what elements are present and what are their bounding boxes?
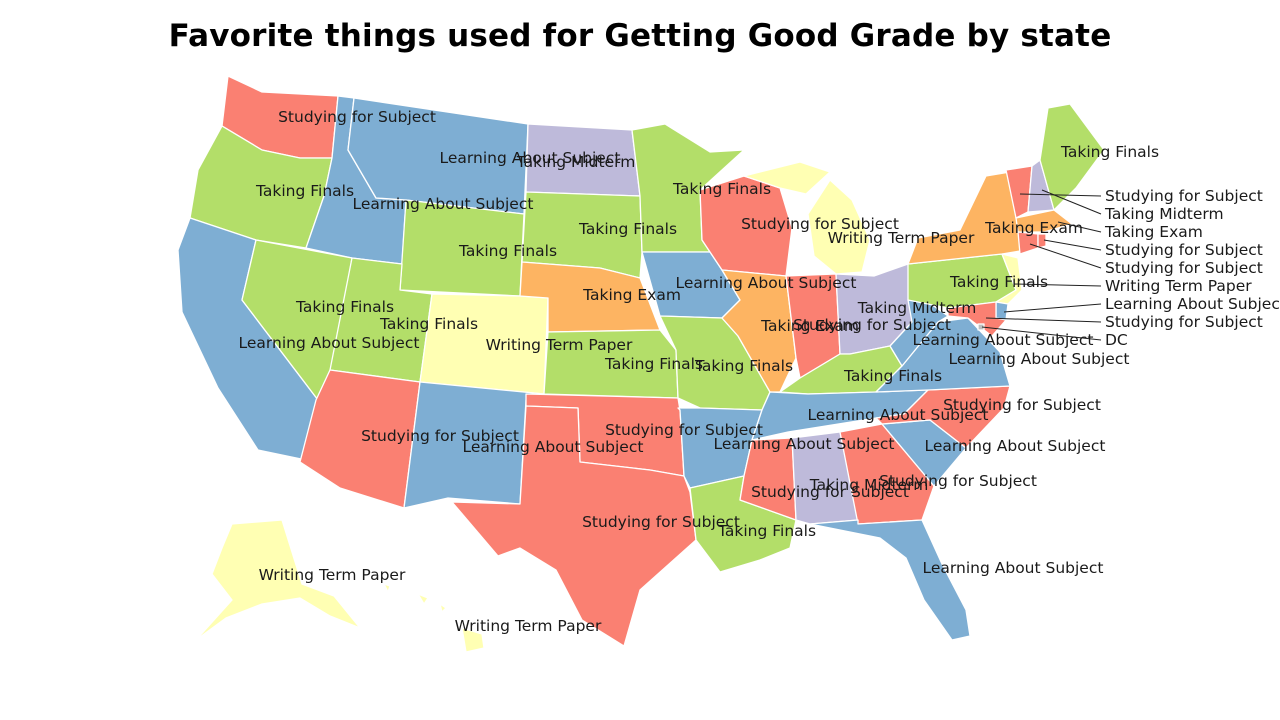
leader-line-CT (1029, 243, 1102, 269)
state-GA[interactable] (839, 423, 935, 525)
state-FL[interactable] (809, 519, 971, 641)
state-label-GA: Studying for Subject (879, 472, 1037, 490)
state-label-MO: Taking Finals (694, 357, 793, 375)
state-MS[interactable] (739, 437, 797, 521)
state-label-KS: Taking Finals (604, 355, 703, 373)
state-label-WY: Taking Finals (458, 242, 557, 260)
leader-line-RI (1043, 239, 1102, 251)
leader-line-DE (1003, 303, 1102, 313)
state-DC[interactable] (977, 323, 985, 331)
state-label-CA: Learning About Subject (239, 334, 420, 352)
state-label-NJ: Writing Term Paper (1105, 277, 1252, 295)
state-label-WI: Studying for Subject (741, 215, 899, 233)
state-label-OR: Taking Finals (255, 182, 354, 200)
state-label-TN: Learning About Subject (808, 406, 989, 424)
state-label-AZ: Studying for Subject (361, 427, 519, 445)
state-label-VA: Learning About Subject (949, 350, 1130, 368)
state-label-OK: Studying for Subject (605, 421, 763, 439)
state-label-ND: Taking Midterm (516, 153, 636, 171)
state-MA[interactable] (1015, 209, 1073, 233)
state-label-FL: Learning About Subject (923, 559, 1104, 577)
leader-line-MA (1057, 221, 1102, 233)
map-title: Favorite things used for Getting Good Gr… (168, 18, 1112, 54)
state-label-NM: Learning About Subject (463, 438, 644, 456)
state-label-MD: Studying for Subject (1105, 313, 1263, 331)
state-label-DE: Learning About Subject (1105, 295, 1280, 313)
state-TX[interactable] (451, 405, 697, 647)
state-label-LA: Taking Finals (717, 522, 816, 540)
state-label-NC: Studying for Subject (943, 396, 1101, 414)
state-label-NV: Taking Finals (295, 298, 394, 316)
state-label-HI: Writing Term Paper (455, 617, 602, 635)
state-label-IN: Studying for Subject (793, 316, 951, 334)
state-CO[interactable] (419, 293, 549, 395)
leader-line-NH (1041, 189, 1102, 215)
state-RI[interactable] (1037, 233, 1047, 249)
state-HI[interactable] (383, 583, 485, 653)
state-label-WV: Learning About Subject (913, 331, 1094, 349)
state-label-AK: Writing Term Paper (259, 566, 406, 584)
leader-line-VT (1019, 193, 1102, 197)
state-label-IA: Learning About Subject (676, 274, 857, 292)
state-label-SD: Taking Finals (578, 220, 677, 238)
state-label-VT: Studying for Subject (1105, 187, 1263, 205)
state-label-MT: Learning About Subject (440, 149, 621, 167)
state-label-MI: Writing Term Paper (828, 229, 975, 247)
state-label-RI: Studying for Subject (1105, 241, 1263, 259)
state-label-KY: Taking Finals (843, 367, 942, 385)
state-label-AL: Taking Midterm (809, 476, 929, 494)
state-AK[interactable] (195, 519, 361, 641)
state-label-PA: Taking Finals (949, 273, 1048, 291)
state-label-ME: Taking Finals (1060, 143, 1159, 161)
state-label-CO: Writing Term Paper (486, 336, 633, 354)
state-label-DC: DC (1105, 331, 1128, 349)
leader-line-MD (985, 317, 1102, 323)
state-label-CT: Studying for Subject (1105, 259, 1263, 277)
state-label-WA: Studying for Subject (278, 108, 436, 126)
state-label-MA: Taking Exam (1104, 223, 1203, 241)
state-label-SC: Learning About Subject (925, 437, 1106, 455)
state-MD[interactable] (947, 301, 1007, 337)
state-label-ID: Learning About Subject (353, 195, 534, 213)
state-label-UT: Taking Finals (379, 315, 478, 333)
state-label-NH: Taking Midterm (1104, 205, 1224, 223)
state-label-NY: Taking Exam (984, 219, 1083, 237)
state-label-IL: Taking Exam (760, 317, 859, 335)
state-label-AR: Learning About Subject (714, 435, 895, 453)
state-DE[interactable] (995, 301, 1009, 321)
leader-line-DC (981, 326, 1102, 341)
state-label-NE: Taking Exam (582, 286, 681, 304)
state-label-MN: Taking Finals (672, 180, 771, 198)
state-MI[interactable] (743, 161, 871, 275)
state-label-MS: Studying for Subject (751, 483, 909, 501)
state-WV[interactable] (889, 299, 949, 367)
leader-line-NJ (1013, 283, 1102, 287)
state-label-OH: Taking Midterm (857, 299, 977, 317)
state-label-TX: Studying for Subject (582, 513, 740, 531)
state-NC[interactable] (875, 385, 1011, 449)
